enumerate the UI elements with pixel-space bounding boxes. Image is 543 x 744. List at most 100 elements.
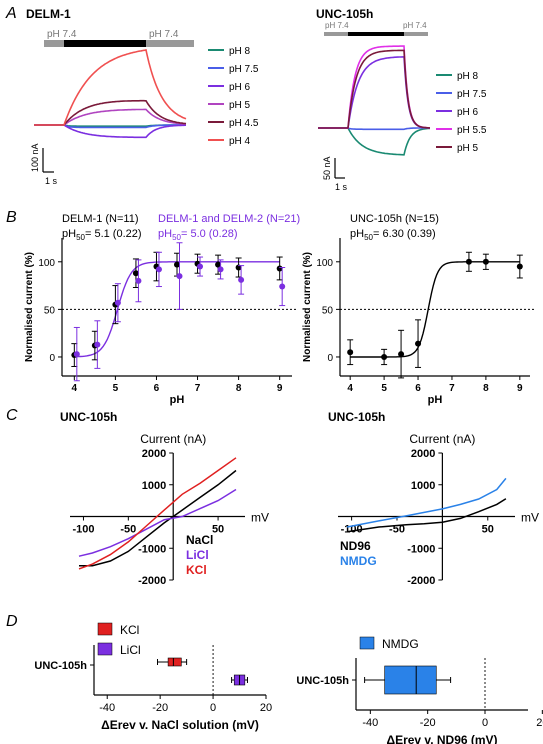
legend-label-nmdg: NMDG	[340, 554, 377, 568]
data-point	[238, 276, 245, 283]
x-axis-label: ΔErev v. NaCl solution (mV)	[101, 718, 259, 732]
legend-label: pH 7.5	[229, 64, 259, 75]
data-point	[217, 266, 224, 273]
stimulus-bar-pre	[44, 40, 64, 47]
legend-label: pH 8	[229, 46, 251, 57]
data-point	[516, 263, 523, 270]
legend-swatch-licl	[97, 642, 113, 656]
x-tick-label: -40	[99, 702, 115, 714]
legend-label: pH 5	[457, 143, 479, 154]
trace-pH-5-5	[318, 45, 431, 129]
annotation-unc-n: UNC-105h (N=15)	[350, 213, 439, 225]
chart-title: UNC-105h	[328, 410, 385, 424]
y-axis-label: Current (nA)	[409, 432, 475, 446]
y-tick-label: 50	[322, 305, 334, 316]
legend-label-kcl: KCl	[120, 623, 139, 637]
trace-pH-6	[318, 56, 430, 129]
panel-b-right: 0 50 100 4 5 6 7 8 9 pH Normalised current (%) UNC-…	[302, 213, 536, 406]
x-tick-label: 9	[277, 383, 283, 394]
data-point	[381, 353, 388, 360]
x-axis-label: pH	[428, 394, 443, 406]
box-kcl	[167, 657, 182, 667]
box-nmdg	[384, 665, 437, 695]
stimulus-bar-acid	[348, 32, 404, 36]
x-tick-label: -20	[420, 717, 436, 729]
stimulus-bar-acid	[64, 40, 146, 47]
legend-label: pH 6	[229, 82, 251, 93]
panel-c-left: UNC-105h -2000 -1000 1000 2000 -100 -50 50 mV Cur…	[60, 410, 269, 587]
y-axis-label: Normalised current (%)	[302, 252, 313, 362]
x-tick-label: 7	[449, 383, 455, 394]
category-label: UNC-105h	[34, 660, 87, 672]
panel-letter-b: B	[6, 209, 17, 226]
legend-label: pH 4	[229, 136, 251, 147]
x-tick-label: 4	[347, 383, 353, 394]
annotation-delm12-ph50: pH50= 5.0 (0.28)	[158, 228, 238, 242]
x-tick-label: 5	[113, 383, 119, 394]
x-tick-label: 50	[482, 524, 494, 536]
y-tick-label: -2000	[407, 575, 435, 587]
data-point	[276, 265, 283, 272]
bar-label-post: pH 7.4	[403, 21, 427, 30]
x-tick-label: 50	[212, 524, 224, 536]
data-point	[73, 351, 80, 358]
chart-title: DELM-1	[26, 7, 71, 21]
panel-letter-c: C	[6, 407, 18, 424]
legend-label-kcl: KCl	[186, 563, 207, 577]
iv-trace-licl	[78, 488, 237, 557]
y-tick-label: 1000	[142, 480, 166, 492]
category-label: UNC-105h	[296, 675, 349, 687]
data-point	[197, 263, 204, 270]
x-tick-label: -100	[72, 524, 94, 536]
data-point	[135, 277, 142, 284]
annotation-delm1-ph50: pH50= 5.1 (0.22)	[62, 228, 142, 242]
annotation-delm1-n: DELM-1 (N=11)	[62, 213, 139, 225]
legend-label: pH 8	[457, 71, 479, 82]
y-tick-label: -1000	[138, 543, 166, 555]
legend-label-nmdg: NMDG	[382, 637, 419, 651]
legend-label: pH 4.5	[229, 118, 259, 129]
y-tick-label: 2000	[411, 448, 435, 460]
x-axis-label: mV	[251, 511, 269, 525]
y-axis-label: Current (nA)	[140, 432, 206, 446]
y-axis-label: Normalised current (%)	[24, 252, 35, 362]
legend-label: pH 6	[457, 107, 479, 118]
data-point	[176, 273, 183, 280]
trace-pH-8	[318, 127, 430, 156]
trace-pH-4-5	[34, 99, 187, 126]
stimulus-bar-post	[146, 40, 194, 47]
data-point	[347, 349, 354, 356]
data-point	[415, 340, 422, 347]
x-tick-label: -20	[152, 702, 168, 714]
y-tick-label: 50	[44, 305, 56, 316]
data-point	[465, 258, 472, 265]
trace-pH-4	[34, 49, 187, 126]
data-point	[94, 341, 101, 348]
legend-label: pH 5.5	[457, 125, 487, 136]
scale-label-x: 1 s	[45, 176, 58, 186]
chart-title: UNC-105h	[316, 7, 373, 21]
x-tick-label: 4	[72, 383, 78, 394]
y-tick-label: 100	[38, 258, 55, 269]
data-point	[132, 270, 139, 277]
scale-label-y: 100 nA	[30, 143, 40, 172]
iv-trace-nmdg	[346, 477, 507, 528]
stimulus-bar-post	[404, 32, 428, 36]
legend-label-licl: LiCl	[120, 643, 141, 657]
panel-b-left: 0 50 100 4 5 6 7 8 9 pH Normalised current (%) DELM…	[24, 213, 300, 406]
annotation-unc-ph50: pH50= 6.30 (0.39)	[350, 228, 436, 242]
scale-label-y: 50 nA	[322, 156, 332, 180]
legend-label-nd96: ND96	[340, 539, 371, 553]
x-tick-label: 9	[517, 383, 523, 394]
x-tick-label: 5	[381, 383, 387, 394]
y-tick-label: 2000	[142, 448, 166, 460]
legend-label: pH 7.5	[457, 89, 487, 100]
bar-label-pre: pH 7.4	[47, 29, 77, 40]
x-axis-label: ΔErev v. ND96 (mV)	[386, 733, 497, 744]
legend-swatch-nmdg	[359, 636, 375, 650]
x-tick-label: -40	[362, 717, 378, 729]
y-tick-label: 1000	[411, 480, 435, 492]
panel-d-right: UNC-105h -40 -20 0 20 ΔErev v. ND96 (mV) NMDG	[296, 636, 543, 744]
